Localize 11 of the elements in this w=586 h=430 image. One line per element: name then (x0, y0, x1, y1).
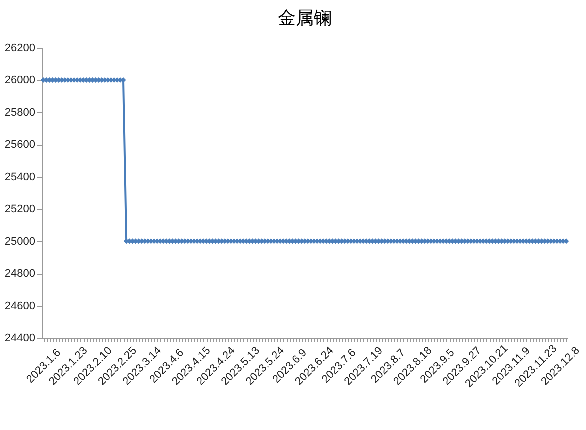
y-tick-label: 24400 (4, 332, 36, 344)
y-tick-label: 24600 (4, 300, 36, 312)
y-tick-label: 25000 (4, 236, 36, 248)
y-tick-label: 25200 (4, 204, 36, 216)
y-tick-label: 26200 (4, 42, 36, 54)
y-tick-label: 25400 (4, 171, 36, 184)
y-tick-label: 26000 (4, 74, 36, 87)
y-tick-label: 24800 (4, 268, 36, 280)
y-tick-label: 25600 (4, 139, 36, 152)
chart-title: 金属镧 (278, 8, 332, 29)
y-tick-label: 25800 (4, 106, 36, 119)
